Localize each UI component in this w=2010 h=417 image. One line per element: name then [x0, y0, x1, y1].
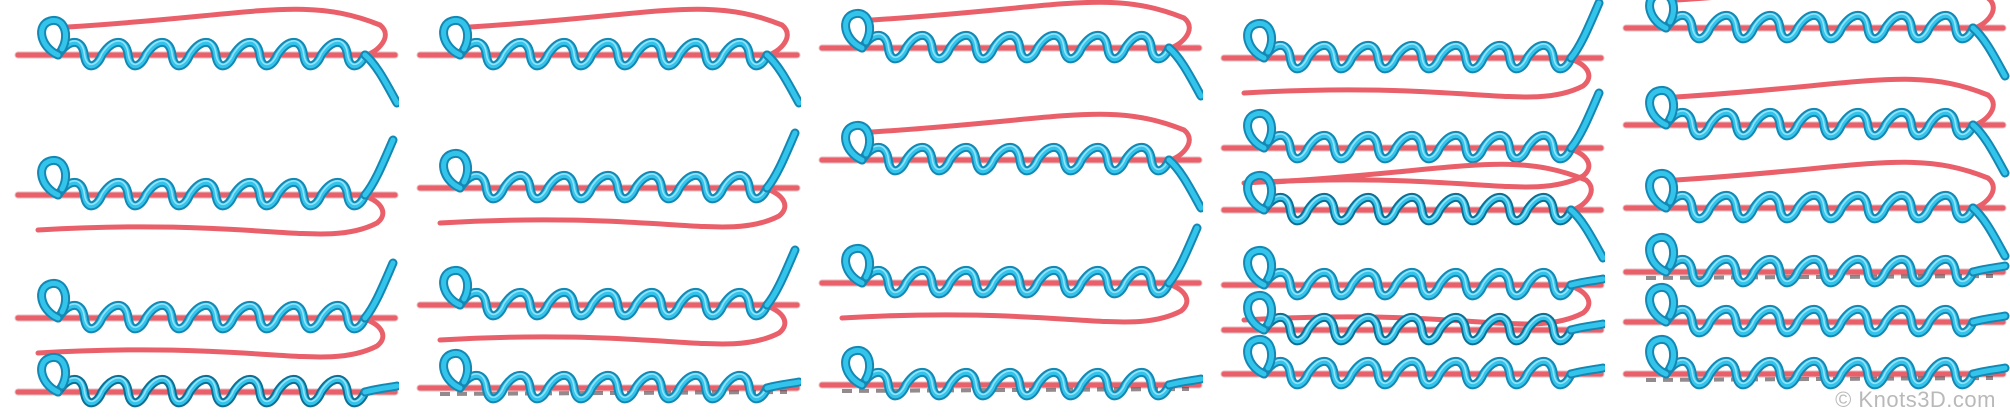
- knot-step: [1622, 335, 2010, 390]
- step-column-4: [1203, 0, 1608, 417]
- knot-step: [14, 258, 399, 360]
- return-loop: [869, 0, 1192, 53]
- return-loop: [1673, 76, 1996, 130]
- knot-step: [416, 245, 801, 347]
- knot-step: [818, 346, 1206, 401]
- knot-step: [416, 349, 804, 404]
- return-loop: [65, 6, 388, 60]
- knot-step: [14, 353, 402, 408]
- knot-step: [1220, 335, 1608, 390]
- return-loop: [1271, 161, 1594, 215]
- watermark-text: © Knots3D.com: [1835, 387, 1996, 412]
- step-column-5: [1605, 0, 2010, 417]
- return-loop: [1241, 55, 1592, 100]
- return-loop: [437, 302, 788, 347]
- knot-step: [416, 128, 801, 230]
- return-loop: [35, 315, 386, 360]
- knot-step: [1220, 88, 1605, 190]
- knot-step: [1622, 159, 2010, 261]
- knot-step: [1220, 161, 1608, 263]
- knot-step: [818, 0, 1206, 101]
- knot-step: [1622, 233, 2010, 288]
- return-loop: [1673, 0, 1996, 33]
- knot-step: [818, 223, 1203, 325]
- step-column-3: [801, 0, 1206, 417]
- return-loop: [1673, 159, 1996, 213]
- knot-step: [1622, 0, 2010, 81]
- return-loop: [35, 192, 386, 237]
- return-loop: [839, 280, 1190, 325]
- knot-step: [1220, 0, 1605, 100]
- knot-step: [818, 111, 1206, 213]
- step-column-2: [399, 0, 804, 417]
- knot-step: [14, 6, 402, 108]
- knot-step: [1622, 76, 2010, 178]
- knot-step: [1622, 283, 2010, 338]
- return-loop: [869, 111, 1192, 165]
- return-loop: [467, 6, 790, 60]
- knot-step: [14, 135, 399, 237]
- step-column-1: [14, 6, 402, 408]
- return-loop: [437, 185, 788, 230]
- return-loop: [1241, 145, 1592, 190]
- knot-step: [1220, 291, 1608, 346]
- knot-step: [416, 6, 804, 108]
